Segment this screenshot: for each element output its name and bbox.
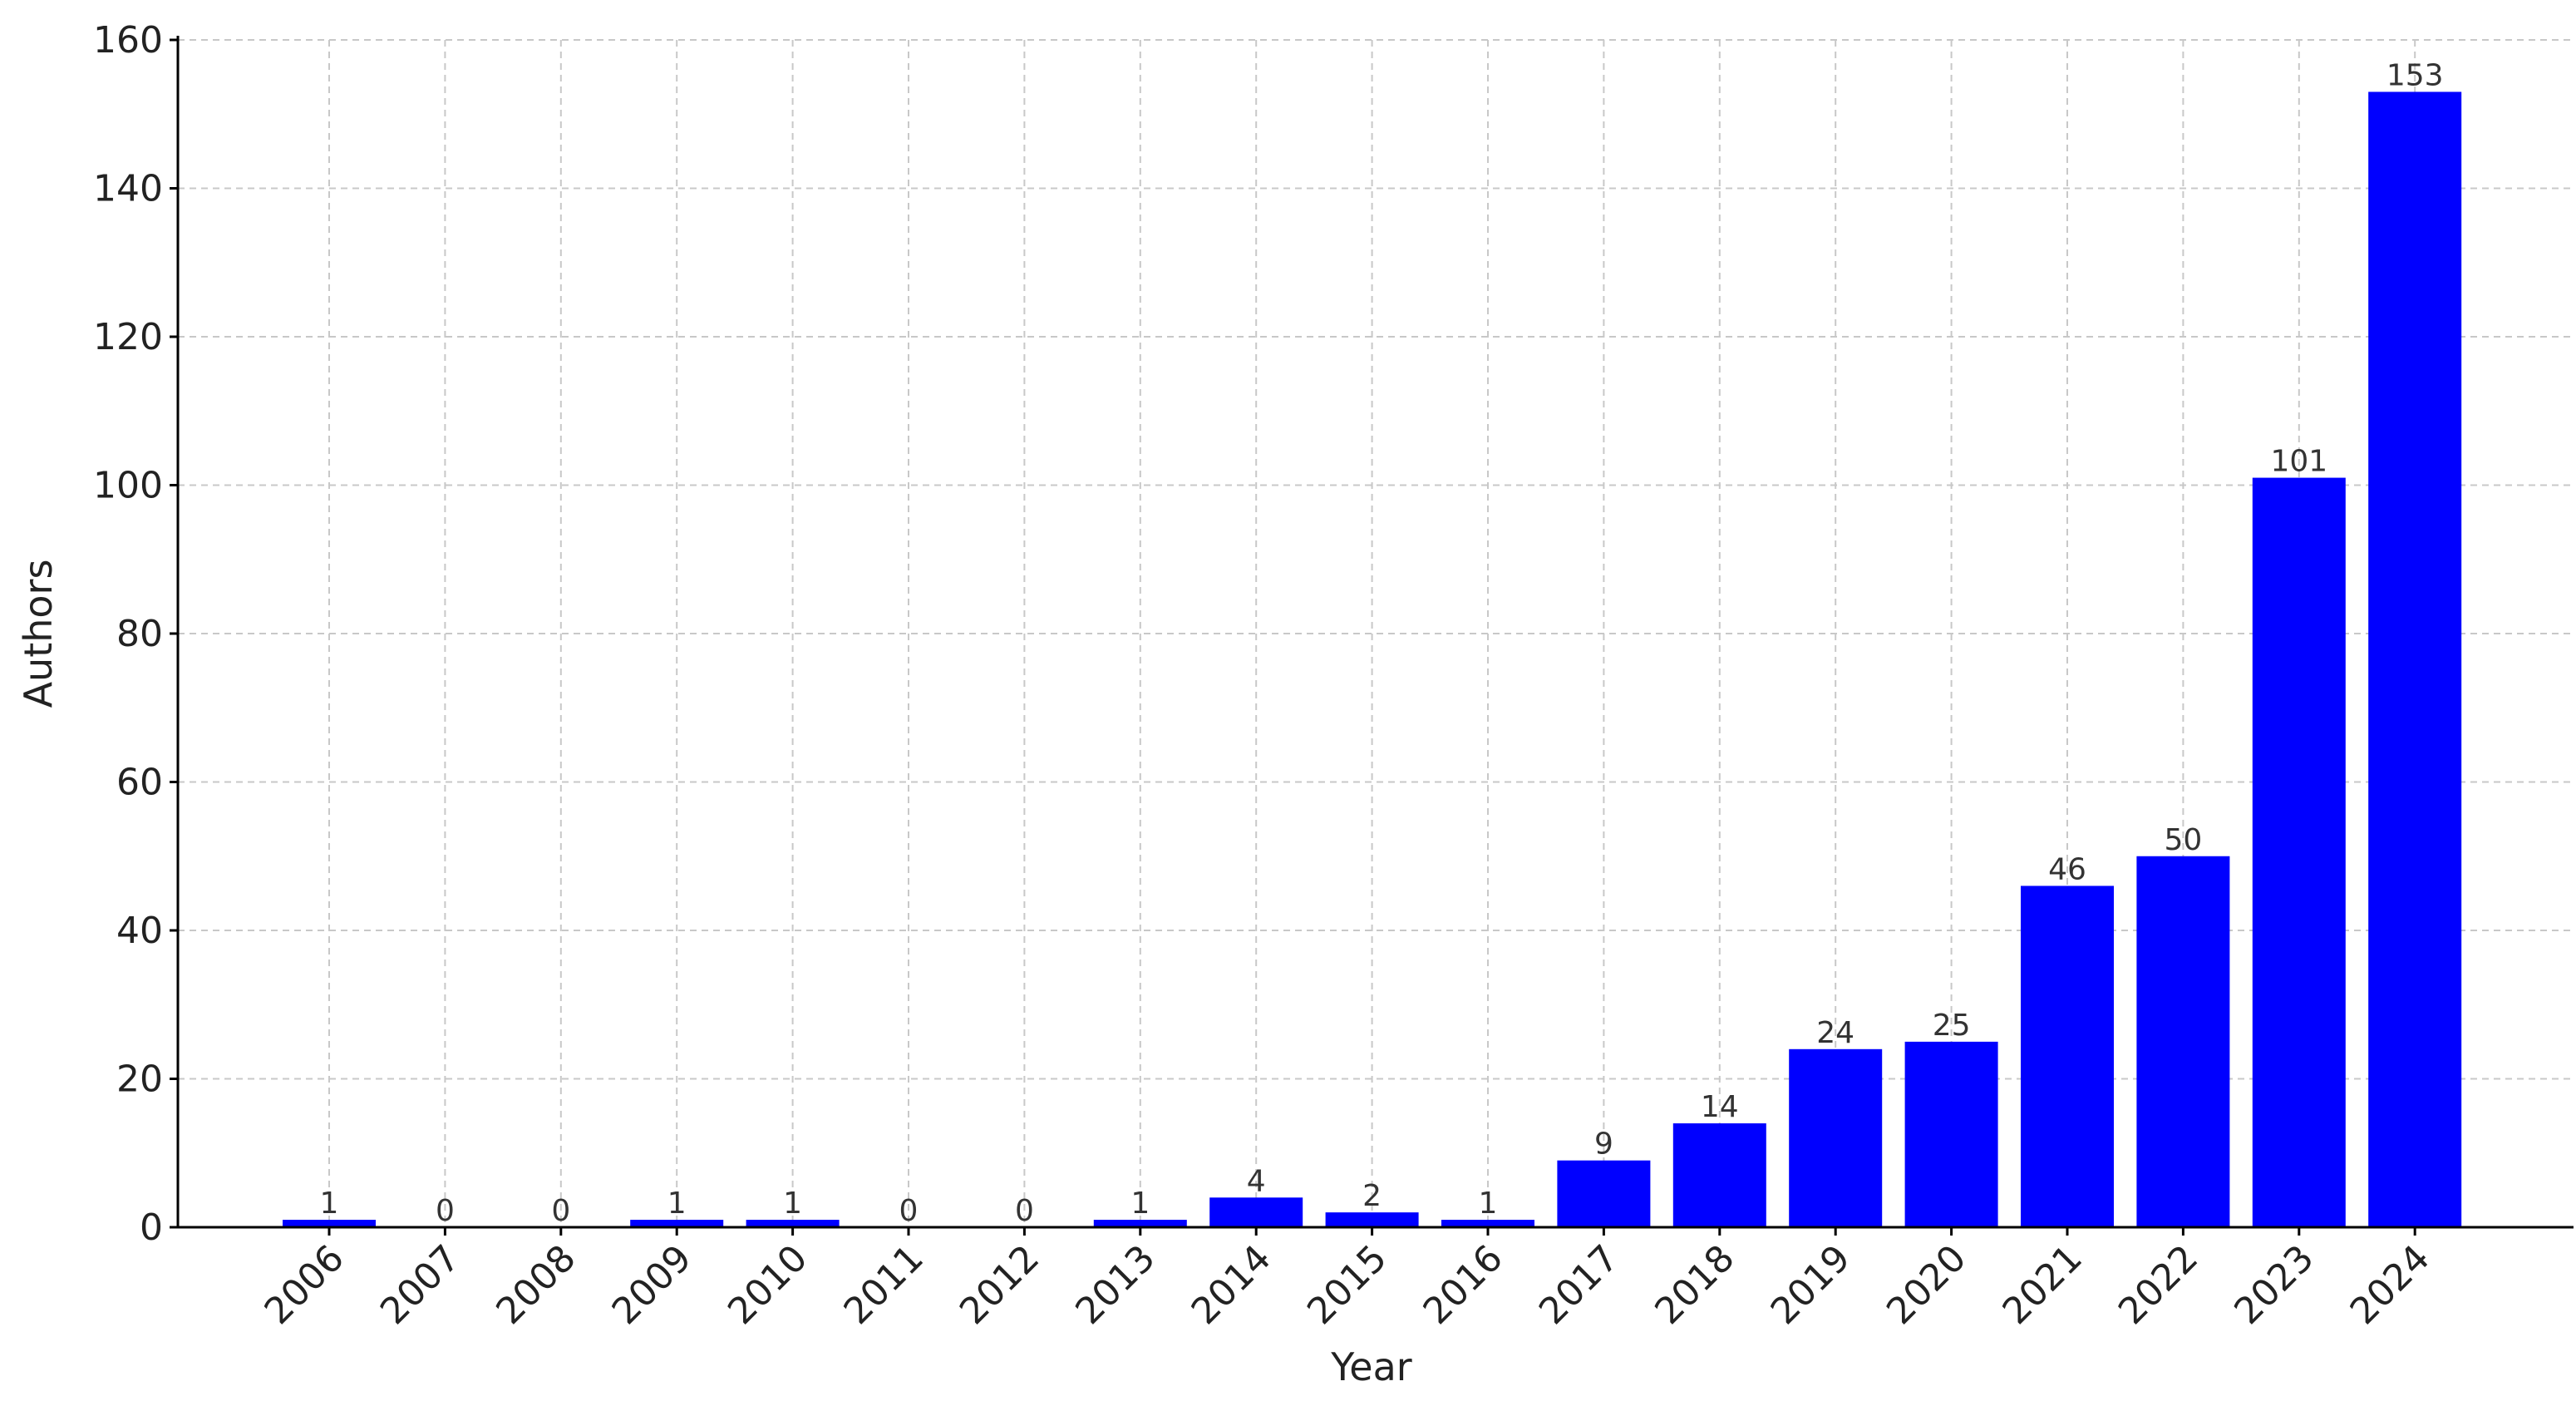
y-axis-label: Authors [16,560,61,708]
bar [2252,477,2346,1227]
x-tick-label: 2018 [1647,1237,1742,1333]
x-tick-label: 2015 [1299,1237,1395,1333]
x-tick-label: 2008 [488,1237,584,1333]
bar [746,1220,840,1227]
value-label: 1 [783,1186,802,1221]
x-tick-label: 2017 [1531,1237,1627,1333]
bar [1672,1123,1766,1227]
bar [1325,1212,1419,1227]
bar [2136,856,2230,1227]
value-label: 0 [436,1194,455,1228]
x-tick-label: 2010 [720,1237,815,1333]
value-label: 0 [1015,1194,1034,1228]
value-label: 1 [1479,1186,1498,1221]
bar [1789,1048,1883,1227]
x-tick-label: 2013 [1067,1237,1163,1333]
y-tick-label: 0 [140,1206,163,1249]
bar [2021,886,2114,1227]
y-tick-label: 140 [93,168,163,210]
y-tick-label: 100 [93,465,163,507]
y-tick-label: 40 [116,910,163,952]
x-tick-label: 2009 [604,1237,700,1333]
x-axis-label: Year [1330,1344,1411,1389]
x-tick-label: 2016 [1416,1237,1511,1333]
value-label: 24 [1816,1016,1854,1050]
y-tick-label: 60 [116,762,163,804]
y-tick-label: 160 [93,19,163,62]
x-tick-label: 2020 [1879,1237,1974,1333]
x-tick-label: 2011 [836,1237,932,1333]
bar [2368,91,2462,1228]
bar [630,1220,724,1227]
x-tick-label: 2012 [952,1237,1047,1333]
bar [1441,1220,1534,1227]
x-tick-label: 2007 [372,1237,468,1333]
value-label: 1 [1130,1186,1150,1221]
y-tick-label: 80 [116,613,163,655]
x-tick-label: 2023 [2226,1237,2322,1333]
bar [1557,1160,1651,1227]
value-label: 4 [1247,1164,1266,1198]
value-label: 9 [1594,1127,1613,1162]
value-label: 1 [320,1186,339,1221]
bar [1093,1220,1187,1227]
value-label: 1 [667,1186,687,1221]
value-label: 46 [2048,852,2086,886]
value-label: 0 [551,1194,570,1228]
value-label: 101 [2270,445,2327,479]
x-tick-label: 2022 [2111,1237,2206,1333]
bar [1209,1197,1303,1227]
bar [1904,1041,1998,1227]
value-label: 50 [2164,823,2202,857]
bar [283,1220,376,1227]
y-tick-label: 120 [93,316,163,358]
value-label: 2 [1362,1179,1382,1213]
value-label: 153 [2386,58,2444,92]
x-tick-label: 2019 [1763,1237,1859,1333]
x-tick-label: 2021 [1995,1237,2091,1333]
y-tick-label: 20 [116,1058,163,1101]
value-label: 14 [1701,1090,1739,1124]
x-tick-label: 2006 [257,1237,352,1333]
x-tick-label: 2024 [2342,1237,2438,1333]
x-tick-label: 2014 [1184,1237,1279,1333]
value-label: 0 [899,1194,919,1228]
value-label: 25 [1933,1009,1971,1043]
